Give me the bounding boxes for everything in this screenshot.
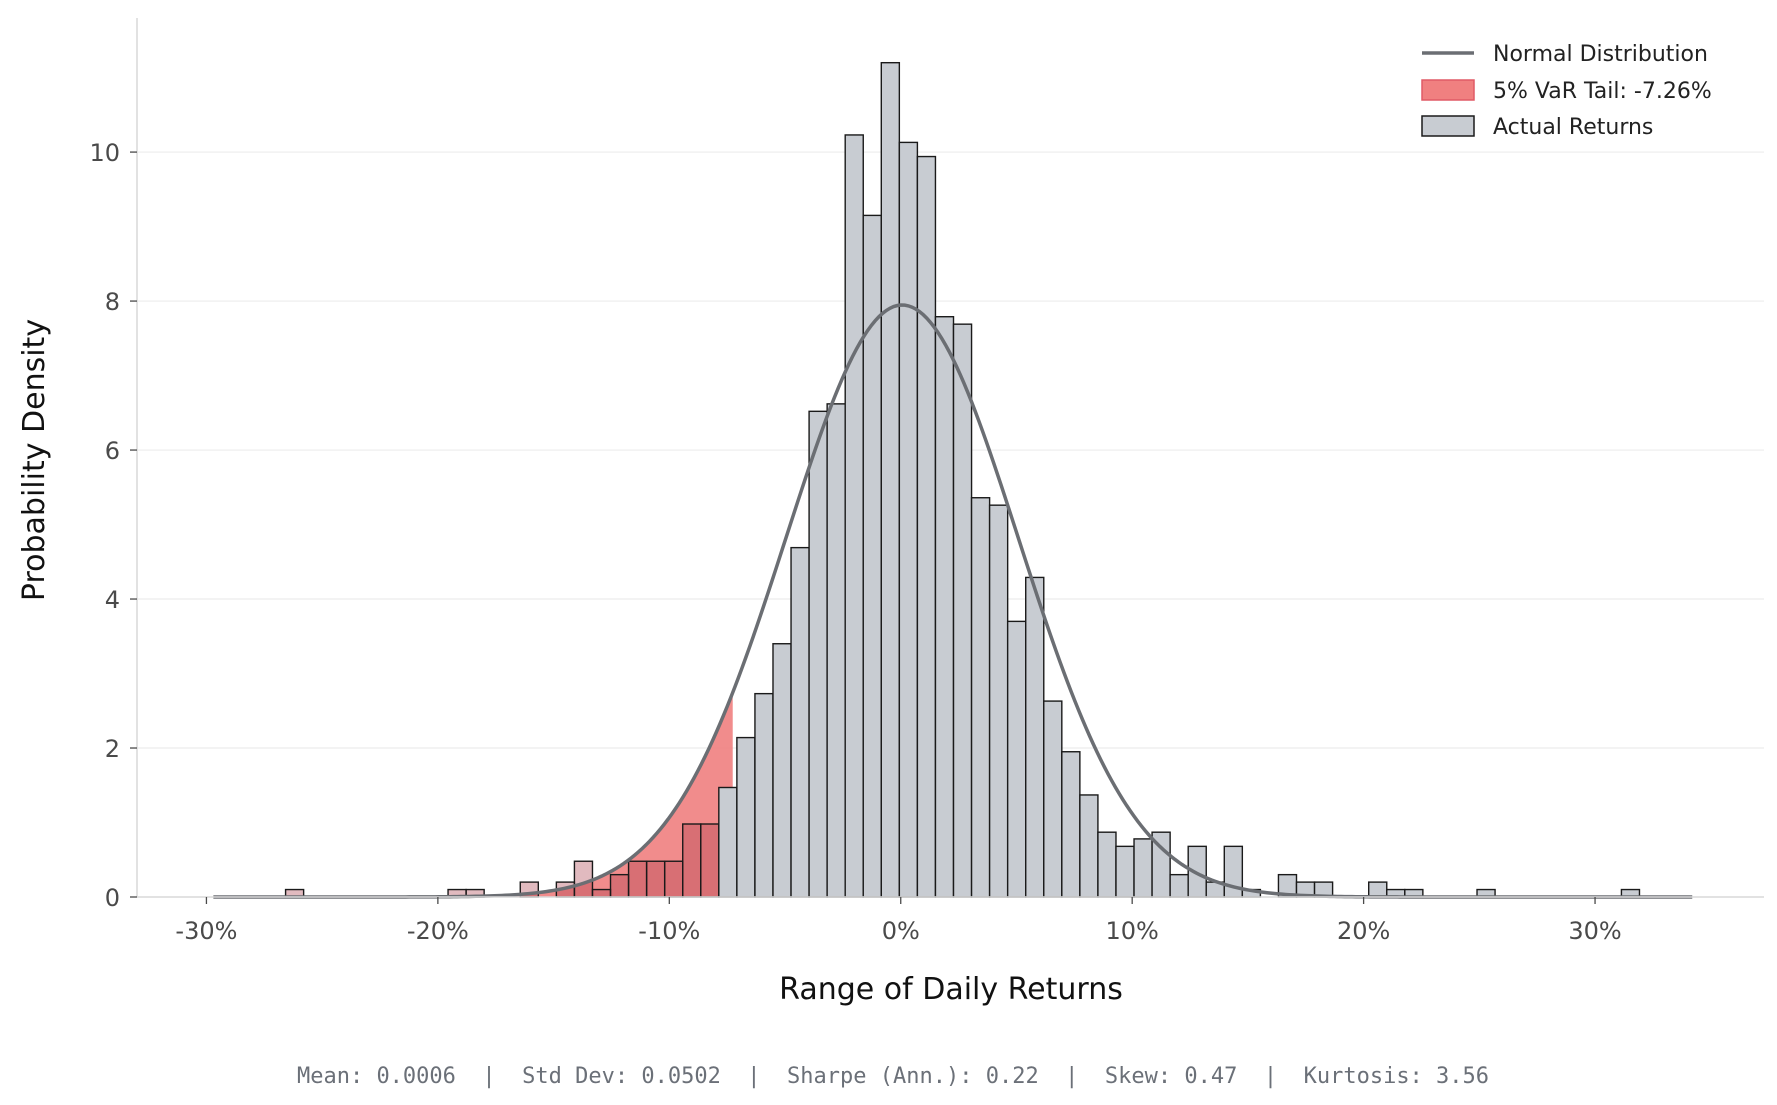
histogram-bar: [934, 316, 955, 898]
histogram-bar: [682, 823, 702, 898]
histogram-bar: [1368, 881, 1388, 898]
histogram-bar: [1025, 576, 1045, 898]
histogram-bar: [663, 860, 684, 898]
legend-actual-swatch: [1421, 115, 1475, 137]
histogram-bar: [898, 141, 919, 898]
histogram-bar: [1133, 838, 1153, 898]
var-tail-area: [213, 692, 733, 897]
legend-actual-label: Actual Returns: [1493, 115, 1653, 140]
histogram-bar: [645, 860, 666, 898]
histogram-bar: [627, 860, 648, 898]
histogram-bars: [284, 61, 1641, 898]
histogram-bar: [1043, 700, 1063, 898]
legend: Normal Distribution 5% VaR Tail: -7.26% …: [1421, 42, 1712, 140]
histogram-bar: [1169, 873, 1189, 898]
y-tick-label: 6: [105, 437, 120, 465]
histogram-bar: [609, 873, 630, 898]
x-tick-label: 10%: [1106, 917, 1159, 945]
histogram-bar: [808, 410, 828, 898]
summary-stats: Mean: 0.0006 | Std Dev: 0.0502 | Sharpe …: [297, 1064, 1489, 1089]
legend-var-swatch: [1421, 79, 1475, 101]
histogram-bar: [772, 643, 792, 898]
x-tick-label: 0%: [882, 917, 920, 945]
histogram-bar: [1006, 620, 1027, 898]
histogram-bar: [700, 823, 720, 898]
histogram-bar: [1115, 845, 1135, 898]
tick-labels: -30% -20% -10% 0% 10% 20% 30% 0 2 4 6 8 10: [89, 139, 1621, 945]
x-tick-label: -20%: [407, 917, 469, 945]
histogram-bar: [573, 860, 594, 898]
var-tail-fill: [213, 692, 733, 897]
histogram-bar: [844, 134, 864, 898]
y-tick-label: 2: [105, 735, 120, 763]
histogram-bar: [790, 546, 810, 898]
histogram-bar: [988, 504, 1009, 898]
y-tick-label: 4: [105, 586, 120, 614]
histogram-bar: [880, 61, 901, 898]
histogram-bar: [736, 736, 756, 898]
y-axis-title: Probability Density: [17, 319, 52, 601]
x-axis-title: Range of Daily Returns: [779, 972, 1123, 1007]
legend-var-label: 5% VaR Tail: -7.26%: [1493, 79, 1712, 104]
histogram-bar: [591, 888, 612, 898]
x-tick-label: -10%: [638, 917, 700, 945]
y-tick-label: 10: [89, 139, 120, 167]
histogram-bar: [916, 155, 937, 898]
histogram-bar: [1061, 751, 1081, 898]
histogram-bar: [1079, 794, 1099, 898]
x-tick-label: 20%: [1337, 917, 1390, 945]
histogram-bar: [1097, 831, 1117, 898]
histogram-bar: [754, 692, 774, 898]
histogram-bar: [718, 786, 738, 898]
histogram-bar: [952, 323, 973, 898]
x-tick-label: 30%: [1568, 917, 1621, 945]
axes: [130, 18, 1764, 904]
y-tick-label: 0: [105, 884, 120, 912]
legend-normal-label: Normal Distribution: [1493, 42, 1708, 67]
y-tick-label: 8: [105, 288, 120, 316]
x-tick-label: -30%: [175, 917, 237, 945]
histogram-bar: [826, 403, 846, 898]
histogram-bar: [970, 497, 991, 898]
